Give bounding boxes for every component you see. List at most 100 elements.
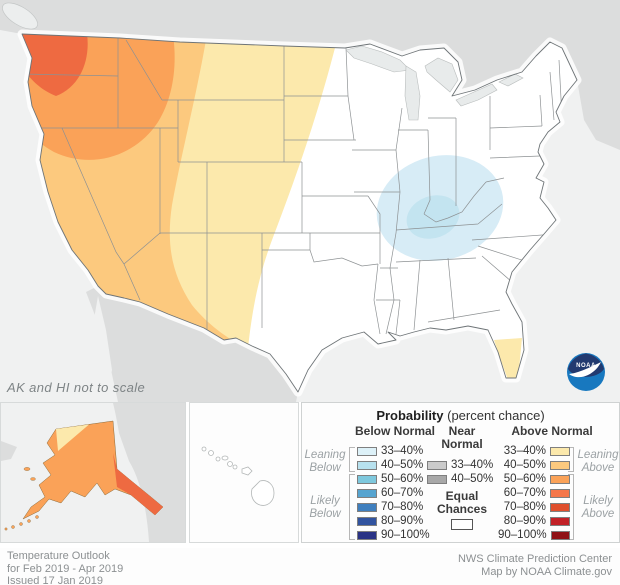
legend-row-above: 40–50%	[494, 458, 570, 472]
legend-range-label: 40–50%	[503, 459, 546, 471]
hawaii-islands	[201, 446, 275, 506]
legend-row-below: 40–50%	[357, 458, 434, 472]
mexico-landmass	[86, 286, 298, 402]
legend-row-below: 50–60%	[357, 472, 434, 486]
legend-row-above: 33–40%	[494, 444, 570, 458]
hawaii-inset	[189, 402, 299, 543]
legend-title-suffix: (percent chance)	[443, 408, 545, 423]
legend-range-label: 90–100%	[381, 529, 430, 541]
footer-period: for Feb 2019 - Apr 2019	[7, 562, 124, 575]
footer: Temperature Outlook for Feb 2019 - Apr 2…	[0, 548, 620, 585]
footer-right: NWS Climate Prediction Center Map by NOA…	[458, 553, 612, 578]
legend-rows-near: 33–40% 40–50%	[427, 458, 497, 486]
legend-rows-below: 33–40% 40–50% 50–60% 60–70% 70–80% 80–90% 90–1…	[357, 444, 434, 542]
legend-title: Probability (percent chance)	[302, 408, 619, 423]
legend-range-label: 33–40%	[451, 459, 494, 471]
russia-landmass	[1, 441, 17, 461]
legend-group-leaning-below: Leaning Below	[304, 449, 346, 474]
noaa-logo-text: NOAA	[576, 363, 596, 369]
legend-row-near: 40–50%	[427, 472, 497, 486]
legend-range-label: 80–90%	[381, 515, 424, 527]
legend-range-label: 50–60%	[381, 473, 424, 485]
legend-title-bold: Probability	[376, 408, 444, 423]
legend-range-label: 33–40%	[381, 445, 424, 457]
legend-group-likely-above: Likely Above	[581, 495, 615, 520]
legend-rows-above: 33–40% 40–50% 50–60% 60–70% 70–80% 80–90% 90–1…	[494, 444, 570, 542]
state-borders	[22, 36, 563, 335]
legend-range-label: 70–80%	[381, 501, 424, 513]
alaska-inset	[0, 402, 186, 543]
equal-chances-swatch	[451, 519, 473, 530]
legend-swatch	[357, 516, 377, 526]
band-above-60-70	[22, 34, 88, 96]
legend-swatch	[357, 446, 377, 456]
alaska-band-60-70	[113, 453, 163, 515]
legend-row-above: 70–80%	[494, 500, 570, 514]
legend-range-label: 40–50%	[451, 473, 494, 485]
legend-range-label: 60–70%	[381, 487, 424, 499]
legend-row-below: 33–40%	[357, 444, 434, 458]
alaska-band-33-40	[56, 424, 89, 451]
legend-row-below: 60–70%	[357, 486, 434, 500]
legend-swatch	[357, 488, 377, 498]
gulf-of-california	[90, 296, 112, 400]
bracket-likely-above	[568, 474, 574, 540]
legend-header-above: Above Normal	[511, 424, 593, 438]
legend-swatch	[550, 460, 570, 470]
legend-swatch	[427, 474, 447, 484]
bracket-leaning-below	[349, 447, 355, 472]
legend: Probability (percent chance) Below Norma…	[301, 402, 620, 543]
legend-row-below: 70–80%	[357, 500, 434, 514]
footer-left: Temperature Outlook for Feb 2019 - Apr 2…	[7, 550, 123, 585]
vancouver-island	[2, 2, 38, 30]
legend-range-label: 80–90%	[503, 515, 546, 527]
legend-swatch	[550, 446, 570, 456]
bracket-likely-below	[349, 474, 355, 540]
legend-range-label: 90–100%	[498, 529, 547, 541]
band-below-40-50	[406, 195, 460, 239]
legend-header-near: Near Normal	[441, 424, 483, 451]
noaa-logo-icon: NOAA	[567, 353, 605, 391]
legend-row-above: 60–70%	[494, 486, 570, 500]
legend-range-label: 40–50%	[381, 459, 424, 471]
alaska-map	[1, 403, 185, 542]
legend-swatch	[357, 474, 377, 484]
bracket-leaning-above	[568, 447, 574, 472]
canada-inset-landmass	[113, 403, 185, 542]
great-lakes	[345, 45, 524, 121]
legend-range-label: 33–40%	[503, 445, 546, 457]
legend-group-leaning-above: Leaning Above	[577, 449, 619, 474]
legend-row-above: 50–60%	[494, 472, 570, 486]
hawaii-map	[190, 403, 298, 542]
legend-swatch	[550, 488, 570, 498]
legend-swatch	[357, 502, 377, 512]
legend-range-label: 50–60%	[503, 473, 546, 485]
legend-group-likely-below: Likely Below	[309, 495, 341, 520]
footer-credit: Map by NOAA Climate.gov	[481, 565, 612, 578]
legend-row-below: 90–100%	[357, 528, 434, 542]
legend-range-label: 60–70%	[503, 487, 546, 499]
legend-swatch	[357, 530, 377, 540]
legend-row-below: 80–90%	[357, 514, 434, 528]
legend-header-below: Below Normal	[354, 424, 435, 438]
us-outline	[21, 33, 578, 393]
legend-range-label: 70–80%	[503, 501, 546, 513]
not-to-scale-note: AK and HI not to scale	[7, 380, 146, 395]
legend-row-near: 33–40%	[427, 458, 497, 472]
legend-row-above: 90–100%	[494, 528, 570, 542]
band-above-33-40-florida	[494, 338, 522, 380]
noaa-logo-seagull	[569, 362, 601, 378]
footer-title: Temperature Outlook	[7, 550, 110, 562]
legend-swatch	[550, 530, 570, 540]
footer-issued: Issued 17 Jan 2019	[7, 575, 104, 585]
legend-swatch	[550, 502, 570, 512]
legend-swatch	[550, 474, 570, 484]
footer-source: NWS Climate Prediction Center	[457, 553, 612, 565]
noaa-logo-sky	[568, 353, 604, 377]
legend-swatch	[550, 516, 570, 526]
aleutian-islands	[4, 467, 39, 531]
legend-swatch	[427, 460, 447, 470]
equal-chances-label: Equal Chances	[436, 489, 488, 516]
legend-row-above: 80–90%	[494, 514, 570, 528]
